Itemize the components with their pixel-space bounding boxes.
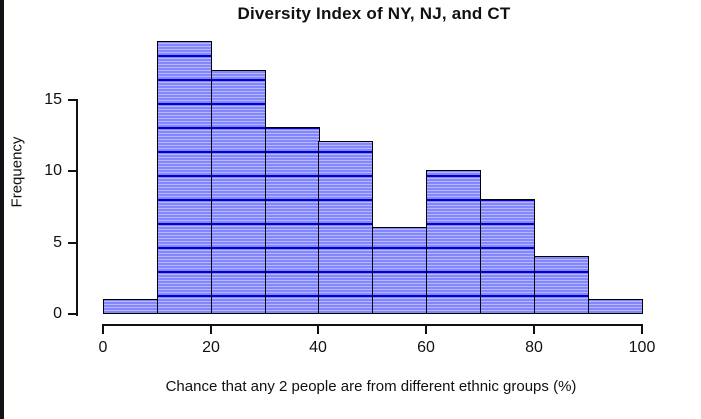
histogram-bar: [103, 299, 158, 314]
y-tick-label: 10: [44, 162, 62, 179]
x-axis-tick: [425, 324, 427, 334]
y-axis-tick: [68, 242, 76, 244]
x-axis-tick: [641, 324, 643, 334]
histogram-bar: [426, 170, 481, 314]
x-tick-label: 100: [628, 339, 656, 356]
y-tick-label: 0: [53, 305, 62, 322]
histogram-bar: [318, 141, 373, 314]
x-tick-label: 80: [525, 339, 543, 356]
chart-title: Diversity Index of NY, NJ, and CT: [237, 4, 511, 23]
x-tick-label: 0: [98, 339, 108, 356]
x-tick-label: 40: [309, 339, 327, 356]
histogram-bar: [265, 127, 320, 314]
histogram-bar: [588, 299, 643, 314]
y-axis-tick: [68, 170, 76, 172]
y-axis-line: [76, 99, 78, 316]
x-tick-label: 20: [202, 339, 220, 356]
histogram-bar: [157, 41, 212, 314]
histogram-bar: [372, 227, 427, 314]
y-tick-label: 15: [44, 91, 62, 108]
histogram-bar: [211, 70, 266, 314]
y-axis-tick: [68, 313, 76, 315]
x-axis-tick: [317, 324, 319, 334]
window-edge: [0, 0, 4, 419]
x-axis-tick: [102, 324, 104, 334]
x-axis-tick: [210, 324, 212, 334]
x-axis-tick: [533, 324, 535, 334]
x-axis-label: Chance that any 2 people are from differ…: [165, 378, 577, 395]
y-axis-tick: [68, 99, 76, 101]
histogram-bar: [534, 256, 589, 314]
y-tick-label: 5: [53, 234, 62, 251]
x-tick-label: 60: [417, 339, 435, 356]
x-axis-line: [102, 324, 643, 326]
histogram-bar: [480, 199, 535, 314]
